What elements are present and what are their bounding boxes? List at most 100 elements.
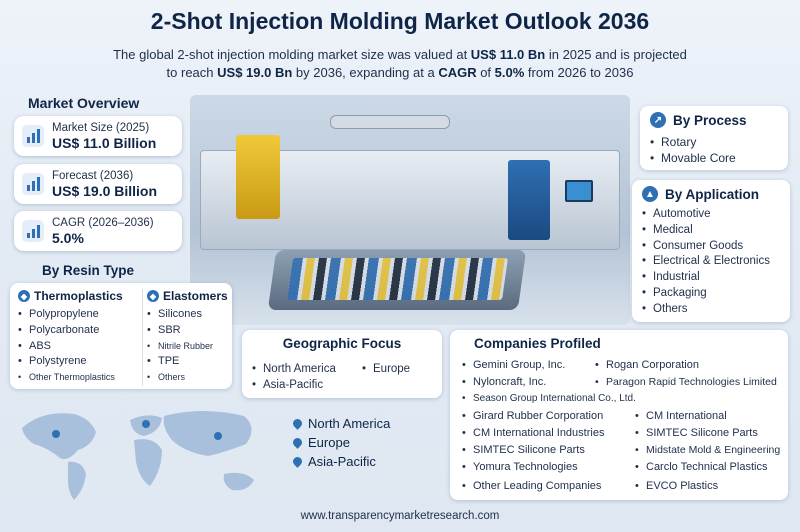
- summary-value: US$ 11.0 Bn: [470, 47, 546, 62]
- forecast-card: Forecast (2036) US$ 19.0 Billion: [14, 164, 182, 204]
- machine-yellow-unit: [236, 135, 280, 219]
- company-item: Other Leading Companies: [462, 480, 601, 492]
- list-item: Europe: [362, 361, 432, 377]
- stat-value: 5.0%: [52, 229, 84, 246]
- summary-text-part: The global 2-shot injection molding mark…: [113, 47, 471, 62]
- robot-arm-illustration: [330, 115, 450, 129]
- company-item: Yomura Technologies: [462, 461, 578, 473]
- list-item: Automotive: [642, 207, 780, 223]
- list-item: Packaging: [642, 286, 780, 302]
- company-item: SIMTEC Silicone Parts: [462, 444, 585, 456]
- geographic-focus-title: Geographic Focus: [282, 336, 402, 351]
- list-item: Other Thermoplastics: [18, 370, 140, 386]
- elastomers-title: Elastomers: [163, 289, 228, 303]
- cagr-card: CAGR (2026–2036) 5.0%: [14, 211, 182, 251]
- stat-value: US$ 19.0 Billion: [52, 182, 158, 199]
- world-map: [22, 411, 254, 500]
- elastomers-column: ◆ Elastomers Silicones SBR Nitrile Rubbe…: [142, 289, 230, 386]
- list-item: Silicones: [147, 307, 230, 323]
- company-item: Rogan Corporation: [595, 359, 699, 371]
- list-item: Polypropylene: [18, 307, 140, 323]
- page-title: 2-Shot Injection Molding Market Outlook …: [150, 8, 650, 34]
- list-item: Polystyrene: [18, 354, 140, 370]
- location-pin-icon: [291, 417, 304, 430]
- list-item: SBR: [147, 323, 230, 339]
- list-item: Nitrile Rubber: [147, 339, 230, 355]
- legend-label: Asia-Pacific: [308, 454, 376, 469]
- company-item: Season Group International Co., Ltd.: [462, 393, 636, 404]
- australia-shape: [223, 472, 254, 491]
- company-item: CM International: [635, 410, 727, 422]
- list-item: TPE: [147, 354, 230, 370]
- summary-value: 5.0%: [494, 65, 525, 80]
- south-america-shape: [68, 461, 86, 500]
- cube-icon: ◆: [147, 290, 159, 302]
- list-item: Asia-Pacific: [252, 377, 342, 393]
- companies-title: Companies Profiled: [474, 336, 601, 351]
- by-process-title: By Process: [673, 112, 747, 128]
- legend-label: Europe: [308, 435, 350, 450]
- company-item: Nyloncraft, Inc.: [462, 376, 546, 388]
- list-item: Medical: [642, 223, 780, 239]
- bar-chart-icon: [22, 173, 44, 195]
- list-item: Industrial: [642, 270, 780, 286]
- company-item: SIMTEC Silicone Parts: [635, 427, 758, 439]
- growth-chart-icon: [22, 220, 44, 242]
- asia-shape: [163, 411, 252, 456]
- by-application-panel: ▲ By Application Automotive Medical Cons…: [632, 180, 790, 322]
- by-resin-panel: ◆ Thermoplastics Polypropylene Polycarbo…: [10, 283, 232, 389]
- list-item: Polycarbonate: [18, 323, 140, 339]
- summary-value: US$ 19.0 Bn: [217, 65, 293, 80]
- company-item: CM International Industries: [462, 427, 604, 439]
- list-item: Others: [147, 370, 230, 386]
- by-resin-title: By Resin Type: [42, 263, 135, 278]
- thermoplastics-title: Thermoplastics: [34, 289, 123, 303]
- location-pin-icon: [291, 455, 304, 468]
- legend-label: North America: [308, 416, 391, 431]
- machine-control-screen: [565, 180, 593, 202]
- list-item: ABS: [18, 339, 140, 355]
- list-item: Electrical & Electronics: [642, 254, 780, 270]
- list-item: Rotary: [650, 134, 778, 150]
- company-item: Gemini Group, Inc.: [462, 359, 565, 371]
- summary-text-part: by 2036, expanding at a: [292, 65, 439, 80]
- summary-text: The global 2-shot injection molding mark…: [70, 46, 730, 82]
- asia-pacific-marker: [214, 432, 222, 440]
- companies-panel: Companies Profiled Gemini Group, Inc. Ro…: [450, 330, 788, 500]
- stat-label: Forecast (2036): [52, 169, 134, 182]
- molded-parts: [287, 258, 508, 300]
- summary-value: CAGR: [438, 65, 477, 80]
- stat-value: US$ 11.0 Billion: [52, 134, 157, 151]
- summary-text-part: in 2025 and is projected: [545, 47, 687, 62]
- company-item: Carclo Technical Plastics: [635, 461, 767, 473]
- list-item: Movable Core: [650, 150, 778, 166]
- summary-text-part: to reach: [166, 65, 218, 80]
- by-application-title: By Application: [665, 186, 760, 202]
- machine-blue-unit: [508, 160, 550, 240]
- process-icon: ↗: [650, 112, 666, 128]
- company-item: Girard Rubber Corporation: [462, 410, 603, 422]
- thermoplastics-column: ◆ Thermoplastics Polypropylene Polycarbo…: [18, 289, 140, 386]
- footer-url[interactable]: www.transparencymarketresearch.com: [300, 510, 500, 522]
- europe-marker: [142, 420, 150, 428]
- by-process-panel: ↗ By Process Rotary Movable Core: [640, 106, 788, 170]
- company-item: EVCO Plastics: [635, 480, 718, 492]
- list-item: Others: [642, 302, 780, 318]
- list-item: North America: [252, 361, 362, 377]
- company-item: Paragon Rapid Technologies Limited: [595, 376, 777, 388]
- summary-text-part: of: [476, 65, 495, 80]
- company-item: Midstate Mold & Engineering: [635, 444, 780, 456]
- stat-label: CAGR (2026–2036): [52, 216, 154, 229]
- summary-text-part: from 2026 to 2036: [524, 65, 634, 80]
- map-legend: North America Europe Asia-Pacific: [291, 414, 391, 471]
- list-item: Consumer Goods: [642, 239, 780, 255]
- stat-label: Market Size (2025): [52, 121, 150, 134]
- market-size-card: Market Size (2025) US$ 11.0 Billion: [14, 116, 182, 156]
- africa-shape: [134, 439, 162, 486]
- location-pin-icon: [291, 436, 304, 449]
- market-overview-title: Market Overview: [28, 95, 140, 111]
- north-america-marker: [52, 430, 60, 438]
- application-icon: ▲: [642, 186, 658, 202]
- bar-chart-icon: [22, 125, 44, 147]
- cube-icon: ◆: [18, 290, 30, 302]
